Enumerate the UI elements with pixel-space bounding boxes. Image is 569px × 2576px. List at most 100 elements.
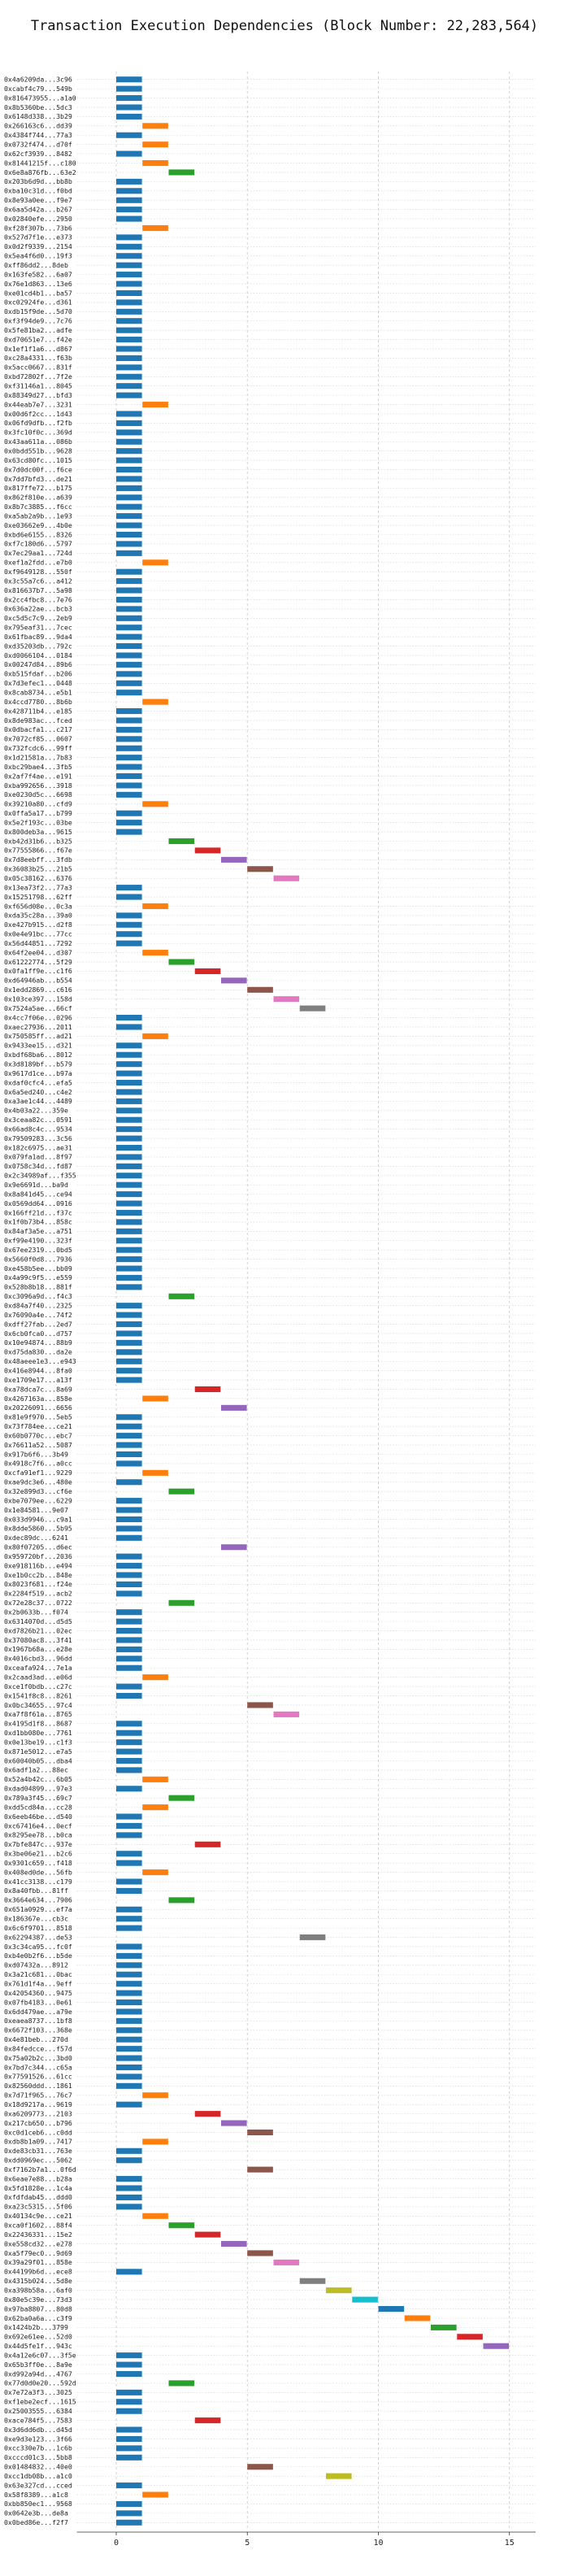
tx-bar bbox=[116, 1312, 142, 1318]
tx-bar bbox=[116, 1786, 142, 1792]
tx-label: 0xb42d31b6...b325 bbox=[4, 837, 72, 845]
tx-label: 0x02840efe...2950 bbox=[4, 215, 72, 223]
tx-label: 0x7d0dc00f...f6ce bbox=[4, 465, 72, 473]
tx-bar bbox=[352, 2296, 378, 2303]
tx-bar bbox=[116, 2454, 142, 2461]
tx-label: 0x72e28c37...0722 bbox=[4, 1599, 72, 1607]
tx-bar bbox=[116, 1256, 142, 1263]
tx-bar bbox=[116, 1637, 142, 1643]
tx-bar bbox=[116, 2176, 142, 2182]
tx-label: 0xdec89dc...6241 bbox=[4, 1534, 68, 1542]
tx-bar bbox=[116, 2157, 142, 2164]
tx-bar bbox=[116, 1525, 142, 1532]
tx-bar bbox=[116, 448, 142, 455]
tx-bar bbox=[116, 1209, 142, 1216]
tx-bar bbox=[116, 940, 142, 946]
tx-bar bbox=[116, 1414, 142, 1421]
tx-label: 0xba992656...3918 bbox=[4, 781, 72, 790]
tx-label: 0xcccd01c3...5bb8 bbox=[4, 2453, 72, 2461]
tx-label: 0x0e4e91bc...77cc bbox=[4, 930, 72, 938]
tx-bar bbox=[116, 2389, 142, 2395]
tx-bar bbox=[116, 615, 142, 621]
tx-bar bbox=[116, 1368, 142, 1374]
tx-label: 0x58f8389...a1c8 bbox=[4, 2491, 68, 2499]
tx-bar bbox=[116, 1144, 142, 1151]
tx-label: 0x0642e3b...de8a bbox=[4, 2509, 68, 2517]
tx-label: 0x6cb0fca0...d757 bbox=[4, 1329, 72, 1338]
tx-label: 0x3c55a7c6...a412 bbox=[4, 577, 72, 585]
tx-label: 0x636a22ae...bcb3 bbox=[4, 605, 72, 613]
tx-label: 0xff86dd2...8deb bbox=[4, 261, 68, 269]
tx-bar bbox=[116, 1887, 142, 1894]
tx-label: 0xf9649128...550f bbox=[4, 568, 72, 576]
tx-label: 0x5e2f193c...03be bbox=[4, 818, 72, 826]
tx-label: 0x0bed86e...f2f7 bbox=[4, 2518, 68, 2526]
tx-label: 0xe9d3e123...3f66 bbox=[4, 2435, 72, 2443]
tx-label: 0x816637b7...5a98 bbox=[4, 586, 72, 594]
tx-label: 0x8b7c3885...f6cc bbox=[4, 503, 72, 511]
tx-bar bbox=[142, 903, 168, 910]
tx-label: 0x22436331...15e2 bbox=[4, 2230, 72, 2239]
tx-label: 0x9301c659...f418 bbox=[4, 1859, 72, 1867]
tx-bar bbox=[247, 2166, 273, 2173]
tx-bar bbox=[116, 1219, 142, 1225]
tx-bar bbox=[142, 698, 168, 705]
tx-label: 0x079fa1ad...8f97 bbox=[4, 1153, 72, 1161]
tx-label: 0xdb8b1a09...7417 bbox=[4, 2138, 72, 2146]
tx-bar bbox=[116, 596, 142, 603]
tx-bar bbox=[116, 2082, 142, 2089]
tx-bar bbox=[116, 178, 142, 185]
tx-bar bbox=[116, 1191, 142, 1198]
tx-bar bbox=[168, 169, 195, 176]
tx-bar bbox=[116, 2352, 142, 2359]
tx-bar bbox=[116, 2399, 142, 2405]
tx-label: 0xcfa91ef1...9229 bbox=[4, 1469, 72, 1477]
tx-bar bbox=[142, 801, 168, 807]
tx-bar bbox=[116, 1618, 142, 1625]
tx-label: 0x81441215f...c180 bbox=[4, 159, 76, 167]
tx-bar bbox=[116, 364, 142, 371]
tx-bar bbox=[116, 1284, 142, 1290]
tx-label: 0x8023f681...f24e bbox=[4, 1580, 72, 1588]
tx-label: 0x77555866...f67e bbox=[4, 846, 72, 855]
tx-bar bbox=[116, 1303, 142, 1309]
tx-bar bbox=[142, 224, 168, 232]
tx-bar bbox=[116, 1916, 142, 1922]
tx-bar bbox=[116, 411, 142, 417]
tx-bar bbox=[116, 1070, 142, 1077]
tx-bar bbox=[116, 85, 142, 92]
tx-bar bbox=[142, 1869, 168, 1876]
tx-bar bbox=[116, 1767, 142, 1773]
tx-label: 0x5ea4f6d0...19f3 bbox=[4, 252, 72, 260]
tx-label: 0x1541f8c8...8261 bbox=[4, 1691, 72, 1699]
tx-label: 0x7d8eebff...3fdb bbox=[4, 855, 72, 864]
tx-label: 0x42054360...9475 bbox=[4, 1989, 72, 1997]
tx-bar bbox=[142, 1804, 168, 1811]
tx-label: 0x25003555...6384 bbox=[4, 2407, 72, 2415]
tx-label: 0x41cc3138...c179 bbox=[4, 1878, 72, 1886]
tx-label: 0x10e94874...88b9 bbox=[4, 1338, 72, 1347]
tx-label: 0xa5f79ec0...9d69 bbox=[4, 2249, 72, 2257]
tx-bar bbox=[116, 1692, 142, 1699]
tx-label: 0x0758c34d...fd87 bbox=[4, 1162, 72, 1170]
tx-bar bbox=[116, 1107, 142, 1114]
tx-bar bbox=[116, 736, 142, 742]
tx-label: 0x44d5fe1f...943c bbox=[4, 2342, 72, 2350]
tx-label: 0x40134c9e...ce21 bbox=[4, 2212, 72, 2220]
tx-bar bbox=[221, 977, 247, 984]
tx-bar bbox=[116, 1925, 142, 1931]
tx-bar bbox=[116, 1079, 142, 1086]
tx-label: 0x6dd479ae...a79e bbox=[4, 2008, 72, 2016]
tx-bar bbox=[116, 1349, 142, 1355]
tx-bar bbox=[116, 912, 142, 919]
tx-bar bbox=[116, 931, 142, 938]
tx-label: 0xc28a4331...f63b bbox=[4, 354, 72, 362]
tx-bar bbox=[116, 308, 142, 315]
tx-label: 0x800deb3a...9615 bbox=[4, 828, 72, 836]
tx-bar bbox=[116, 2361, 142, 2368]
tx-bar bbox=[273, 875, 300, 881]
tx-bar bbox=[116, 772, 142, 780]
tx-label: 0x3d6dd6db...d45d bbox=[4, 2426, 72, 2434]
tx-label: 0x6e8a876fb...63e2 bbox=[4, 168, 76, 176]
tx-label: 0xd35203db...792c bbox=[4, 642, 72, 650]
